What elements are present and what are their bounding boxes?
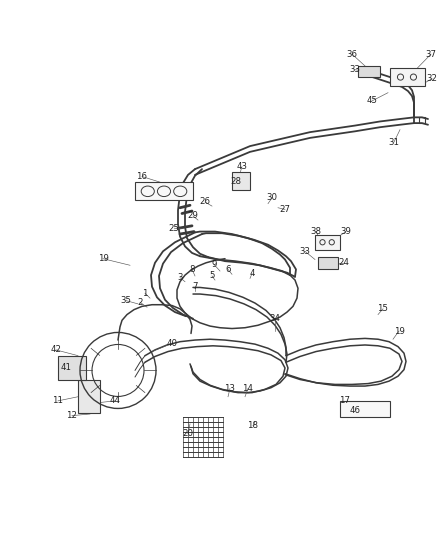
FancyBboxPatch shape <box>58 356 86 381</box>
Text: 29: 29 <box>187 212 198 221</box>
Text: 38: 38 <box>311 227 321 236</box>
Text: 33: 33 <box>300 247 311 256</box>
Text: 16: 16 <box>137 172 148 181</box>
Text: 7: 7 <box>192 282 198 291</box>
FancyBboxPatch shape <box>315 235 340 249</box>
Text: 13: 13 <box>225 384 236 393</box>
FancyBboxPatch shape <box>340 401 390 417</box>
Text: 1: 1 <box>142 289 148 298</box>
Text: 11: 11 <box>53 397 64 406</box>
Text: 36: 36 <box>346 50 357 59</box>
Text: 4: 4 <box>249 269 255 278</box>
Text: 20: 20 <box>183 429 194 438</box>
FancyBboxPatch shape <box>135 182 193 200</box>
Text: 44: 44 <box>110 397 120 406</box>
Text: 5: 5 <box>209 271 215 280</box>
Text: 24: 24 <box>339 259 350 268</box>
Text: 27: 27 <box>279 205 290 214</box>
Text: 18: 18 <box>247 421 258 430</box>
Text: 46: 46 <box>350 406 360 415</box>
Text: 33: 33 <box>350 65 360 74</box>
Text: 19: 19 <box>98 254 109 263</box>
Text: 8: 8 <box>189 265 195 274</box>
Text: 25: 25 <box>169 224 180 233</box>
Text: 26: 26 <box>199 198 211 206</box>
Text: 6: 6 <box>225 265 231 274</box>
FancyBboxPatch shape <box>318 257 338 269</box>
FancyBboxPatch shape <box>232 172 250 190</box>
Text: 19: 19 <box>394 327 404 335</box>
Text: 14: 14 <box>243 384 254 393</box>
Text: 40: 40 <box>166 339 177 348</box>
Text: 31: 31 <box>389 138 399 147</box>
Text: 3: 3 <box>177 273 183 282</box>
Text: 37: 37 <box>425 50 437 59</box>
Text: 42: 42 <box>50 345 61 354</box>
Text: 35: 35 <box>120 296 131 305</box>
Text: 15: 15 <box>378 304 389 313</box>
Text: 41: 41 <box>60 364 71 373</box>
Text: 34: 34 <box>269 314 280 323</box>
Text: 9: 9 <box>211 260 217 269</box>
FancyBboxPatch shape <box>78 381 100 413</box>
Text: 32: 32 <box>427 74 438 83</box>
Text: 12: 12 <box>67 411 78 420</box>
Text: 43: 43 <box>237 162 247 171</box>
Text: 39: 39 <box>341 227 351 236</box>
Text: 28: 28 <box>230 177 241 186</box>
Text: 17: 17 <box>339 397 350 406</box>
FancyBboxPatch shape <box>390 68 425 86</box>
Text: 45: 45 <box>367 96 378 106</box>
Text: 2: 2 <box>137 298 143 307</box>
FancyBboxPatch shape <box>358 66 380 77</box>
Text: 30: 30 <box>266 193 278 203</box>
